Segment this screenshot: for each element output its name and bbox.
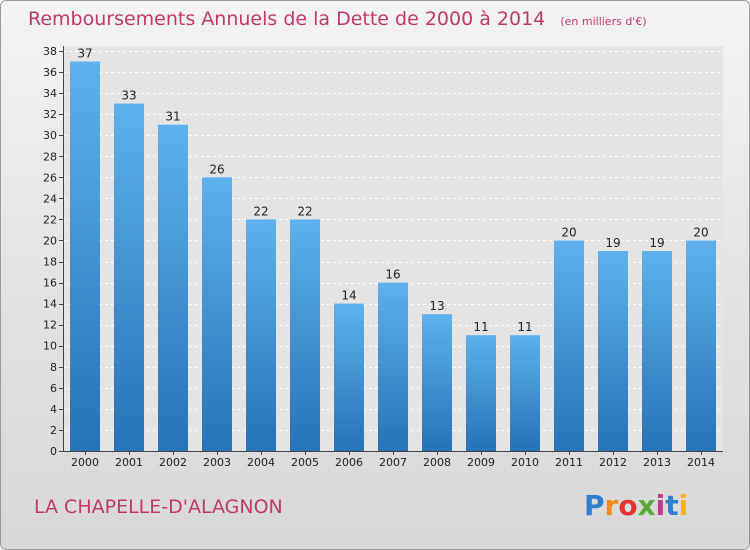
data-label-2003: 26 — [209, 162, 224, 176]
title-line: Remboursements Annuels de la Dette de 20… — [28, 8, 647, 30]
bar-2006 — [334, 303, 364, 451]
y-tick-label: 20 — [43, 234, 57, 247]
bar-2011 — [554, 240, 584, 451]
y-tick-label: 0 — [50, 445, 57, 458]
data-label-2014: 20 — [693, 226, 708, 240]
x-tick-label-2002: 2002 — [159, 456, 187, 469]
logo-letter: P — [584, 489, 605, 522]
y-tick-label: 6 — [50, 382, 57, 395]
y-tick-label: 2 — [50, 424, 57, 437]
bar-2014 — [686, 240, 716, 451]
data-label-2005: 22 — [297, 204, 312, 218]
logo-letter: i — [678, 489, 689, 522]
y-tick-label: 34 — [43, 87, 57, 100]
municipality-name: LA CHAPELLE-D'ALAGNON — [34, 496, 283, 518]
logo-letter: i — [655, 489, 666, 522]
bar-2001 — [114, 103, 144, 451]
x-tick-label-2011: 2011 — [555, 456, 583, 469]
y-tick-label: 12 — [43, 319, 57, 332]
bar-2013 — [642, 251, 672, 451]
y-tick-label: 30 — [43, 129, 57, 142]
logo-letter: t — [665, 489, 679, 522]
proxiti-logo: Proxiti — [584, 489, 688, 522]
bar-2012 — [598, 251, 628, 451]
x-axis: 2000 2001 2002 2003 2004 2005 2006 2007 2008 2009… — [71, 451, 715, 469]
chart-subtitle: (en milliers d'€) — [560, 15, 647, 28]
data-label-2011: 20 — [561, 226, 576, 240]
data-label-2002: 31 — [165, 110, 180, 124]
x-tick-label-2012: 2012 — [599, 456, 627, 469]
y-tick-label: 36 — [43, 66, 57, 79]
y-tick-label: 10 — [43, 340, 57, 353]
x-tick-label-2013: 2013 — [643, 456, 671, 469]
bar-2004 — [246, 219, 276, 451]
x-tick-label-2014: 2014 — [687, 456, 715, 469]
y-tick-label: 38 — [43, 45, 57, 58]
bar-2002 — [158, 124, 188, 451]
bar-2000 — [70, 61, 100, 451]
bar-2005 — [290, 219, 320, 451]
data-label-2012: 19 — [605, 236, 620, 250]
logo-letter: r — [604, 489, 619, 522]
data-label-2013: 19 — [649, 236, 664, 250]
x-tick-label-2010: 2010 — [511, 456, 539, 469]
y-tick-label: 16 — [43, 277, 57, 290]
x-tick-label-2004: 2004 — [247, 456, 275, 469]
x-tick-label-2007: 2007 — [379, 456, 407, 469]
y-tick-label: 18 — [43, 256, 57, 269]
data-label-2007: 16 — [385, 268, 400, 282]
logo-letter: o — [618, 489, 638, 522]
bar-2010 — [510, 335, 540, 451]
data-label-2000: 37 — [77, 47, 92, 61]
bar-2008 — [422, 314, 452, 451]
bar-2003 — [202, 177, 232, 452]
x-tick-label-2001: 2001 — [115, 456, 143, 469]
chart-title: Remboursements Annuels de la Dette de 20… — [28, 8, 546, 30]
x-tick-label-2008: 2008 — [423, 456, 451, 469]
data-label-2001: 33 — [121, 89, 136, 103]
x-tick-label-2006: 2006 — [335, 456, 363, 469]
y-tick-label: 22 — [43, 213, 57, 226]
x-tick-label-2009: 2009 — [467, 456, 495, 469]
y-tick-label: 28 — [43, 150, 57, 163]
logo-letter: x — [637, 489, 656, 522]
data-label-2006: 14 — [341, 289, 356, 303]
x-tick-label-2000: 2000 — [71, 456, 99, 469]
y-tick-label: 32 — [43, 108, 57, 121]
x-tick-label-2005: 2005 — [291, 456, 319, 469]
bars: 37 33 31 26 22 22 14 16 13 11 11 20 19 19 20 — [70, 47, 716, 452]
data-label-2009: 11 — [473, 320, 488, 334]
data-label-2004: 22 — [253, 204, 268, 218]
x-tick-label-2003: 2003 — [203, 456, 231, 469]
bar-2009 — [466, 335, 496, 451]
y-tick-label: 14 — [43, 298, 57, 311]
data-label-2010: 11 — [517, 320, 532, 334]
y-tick-label: 8 — [50, 361, 57, 374]
y-tick-label: 24 — [43, 192, 57, 205]
y-tick-label: 4 — [50, 403, 57, 416]
bar-2007 — [378, 282, 408, 451]
data-label-2008: 13 — [429, 299, 444, 313]
y-tick-label: 26 — [43, 171, 57, 184]
